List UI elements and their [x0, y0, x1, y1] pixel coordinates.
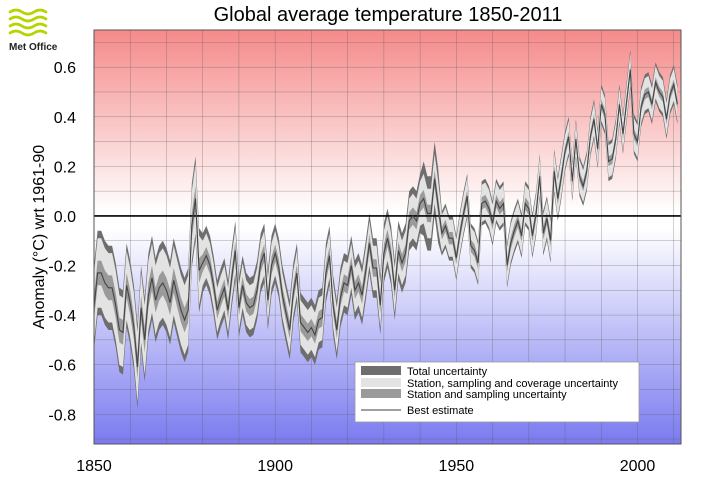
- y-tick-label: 0.2: [54, 159, 76, 176]
- x-tick-label: 1900: [257, 458, 293, 475]
- legend-label-best: Best estimate: [407, 405, 474, 417]
- legend-label-coverage: Station, sampling and coverage uncertain…: [407, 378, 618, 390]
- best-estimate-line: [94, 69, 678, 368]
- y-tick-label: -0.6: [48, 358, 76, 375]
- legend-swatch-sampling: [361, 389, 401, 398]
- chart-title: Global average temperature 1850-2011: [214, 4, 563, 26]
- x-tick-labels: 1850 1900 1950 2000: [76, 458, 655, 475]
- y-tick-label: 0.0: [54, 209, 76, 226]
- y-axis-label: Anomaly (°C) wrt 1961-90: [31, 145, 48, 329]
- legend-box: [354, 361, 640, 423]
- x-tick-label: 2000: [620, 458, 656, 475]
- legend-label-sampling: Station and sampling uncertainty: [407, 389, 567, 401]
- y-tick-label: -0.8: [48, 407, 76, 424]
- legend: Total uncertainty Station, sampling and …: [354, 361, 640, 423]
- legend-swatch-total: [361, 366, 401, 375]
- y-tick-labels: -0.8 -0.6 -0.4 -0.2 0.0 0.2 0.4 0.6: [48, 60, 76, 424]
- x-tick-label: 1950: [439, 458, 475, 475]
- logo-waves-icon: [8, 8, 48, 37]
- x-tick-label: 1850: [76, 458, 112, 475]
- logo-wordmark: Met Office: [9, 42, 58, 53]
- y-tick-label: 0.4: [54, 110, 76, 127]
- y-tick-label: -0.4: [48, 308, 76, 325]
- band-coverage-uncertainty: [94, 53, 678, 402]
- plot-border: [93, 29, 682, 445]
- legend-label-total: Total uncertainty: [407, 366, 488, 378]
- met-office-logo: Met Office: [8, 8, 58, 53]
- y-tick-label: 0.6: [54, 60, 76, 77]
- legend-swatch-coverage: [361, 378, 401, 387]
- y-tick-label: -0.2: [48, 259, 76, 276]
- best-estimate-group: [94, 69, 678, 368]
